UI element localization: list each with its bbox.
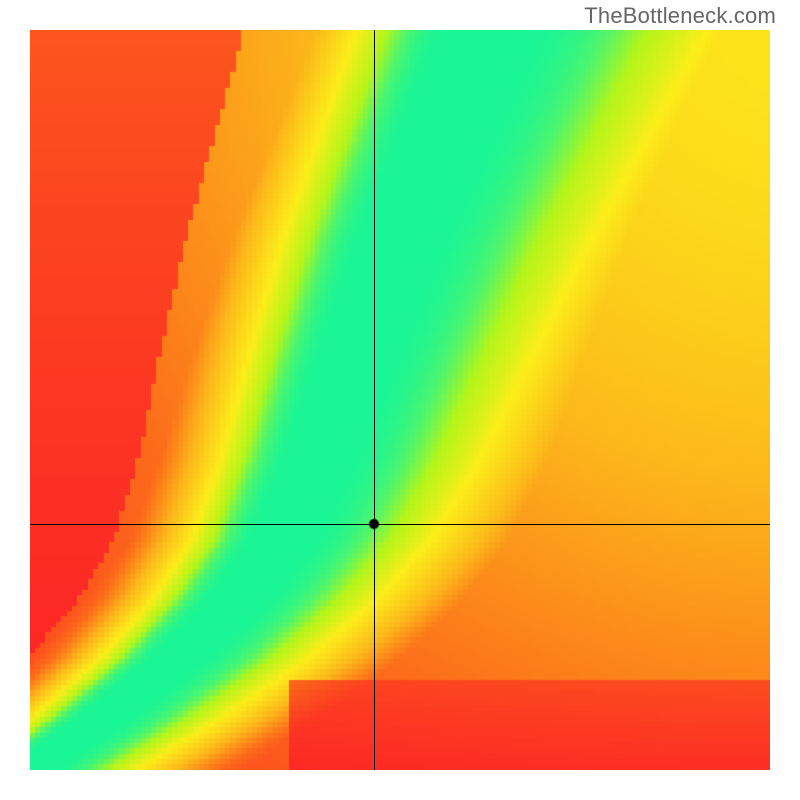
chart-container: TheBottleneck.com <box>0 0 800 800</box>
plot-area <box>30 30 770 770</box>
watermark-text: TheBottleneck.com <box>584 3 776 29</box>
crosshair-marker <box>30 30 770 770</box>
